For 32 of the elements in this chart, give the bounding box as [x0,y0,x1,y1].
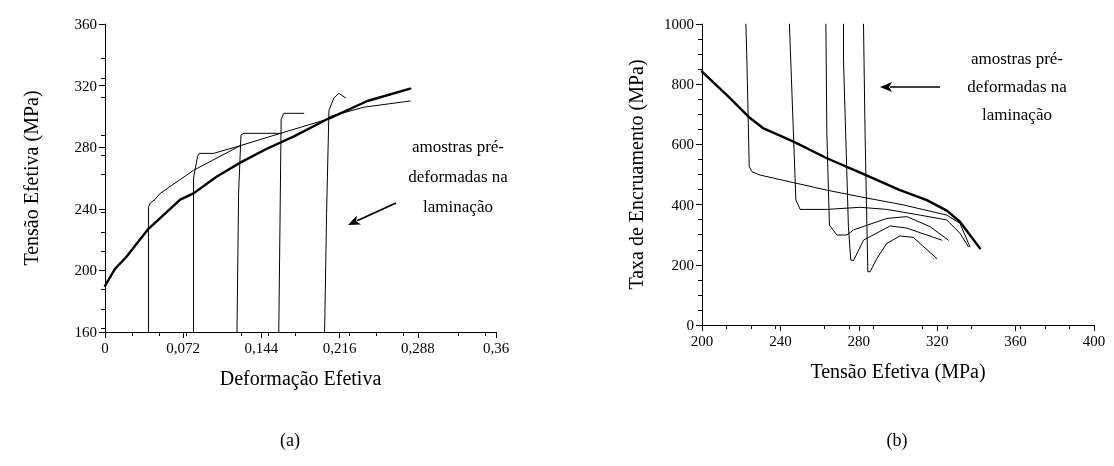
y-axis-title: Taxa de Encruamento (MPa) [625,59,648,290]
y-tick-label: 800 [671,76,694,93]
x-tick-label: 0,36 [482,339,510,356]
y-tick-label: 280 [74,139,97,156]
x-tick-label: 0 [101,339,109,356]
y-tick-label: 400 [671,196,694,213]
x-tick-label: 360 [1004,332,1027,349]
text: (a) [280,430,300,451]
annotation: amostras pré- deformadas na laminação [408,136,509,216]
x-tick-label: 0,216 [322,339,357,356]
y-tick-label: 0 [686,317,694,333]
y-tick-label: 200 [74,262,97,279]
y-tick-label: 320 [74,77,97,94]
y-tick-label: 1000 [664,16,694,32]
text: (b) [886,430,908,451]
y-tick-label: 200 [671,256,694,273]
x-tick-label: 0,072 [166,339,201,356]
x-tick-label: 240 [769,332,792,349]
x-tick-label: 0,144 [244,339,279,356]
y-tick-label: 160 [74,324,97,340]
y-tick-label: 600 [671,136,694,153]
x-axis-title: Deformação Efetiva [219,367,382,390]
y-tick-label: 360 [74,16,97,32]
x-tick-label: 320 [925,332,949,349]
x-tick-label: 200 [690,332,714,349]
y-axis-title: Tensão Efetiva (MPa) [20,90,43,266]
y-tick-label: 240 [74,200,97,217]
x-tick-label: 0,288 [400,339,435,356]
x-tick-label: 400 [1082,332,1106,349]
annotation: amostras pré- deformadas na laminação [967,48,1068,124]
x-axis-title: Tensão Efetiva (MPa) [810,360,986,383]
x-tick-label: 280 [847,332,871,349]
